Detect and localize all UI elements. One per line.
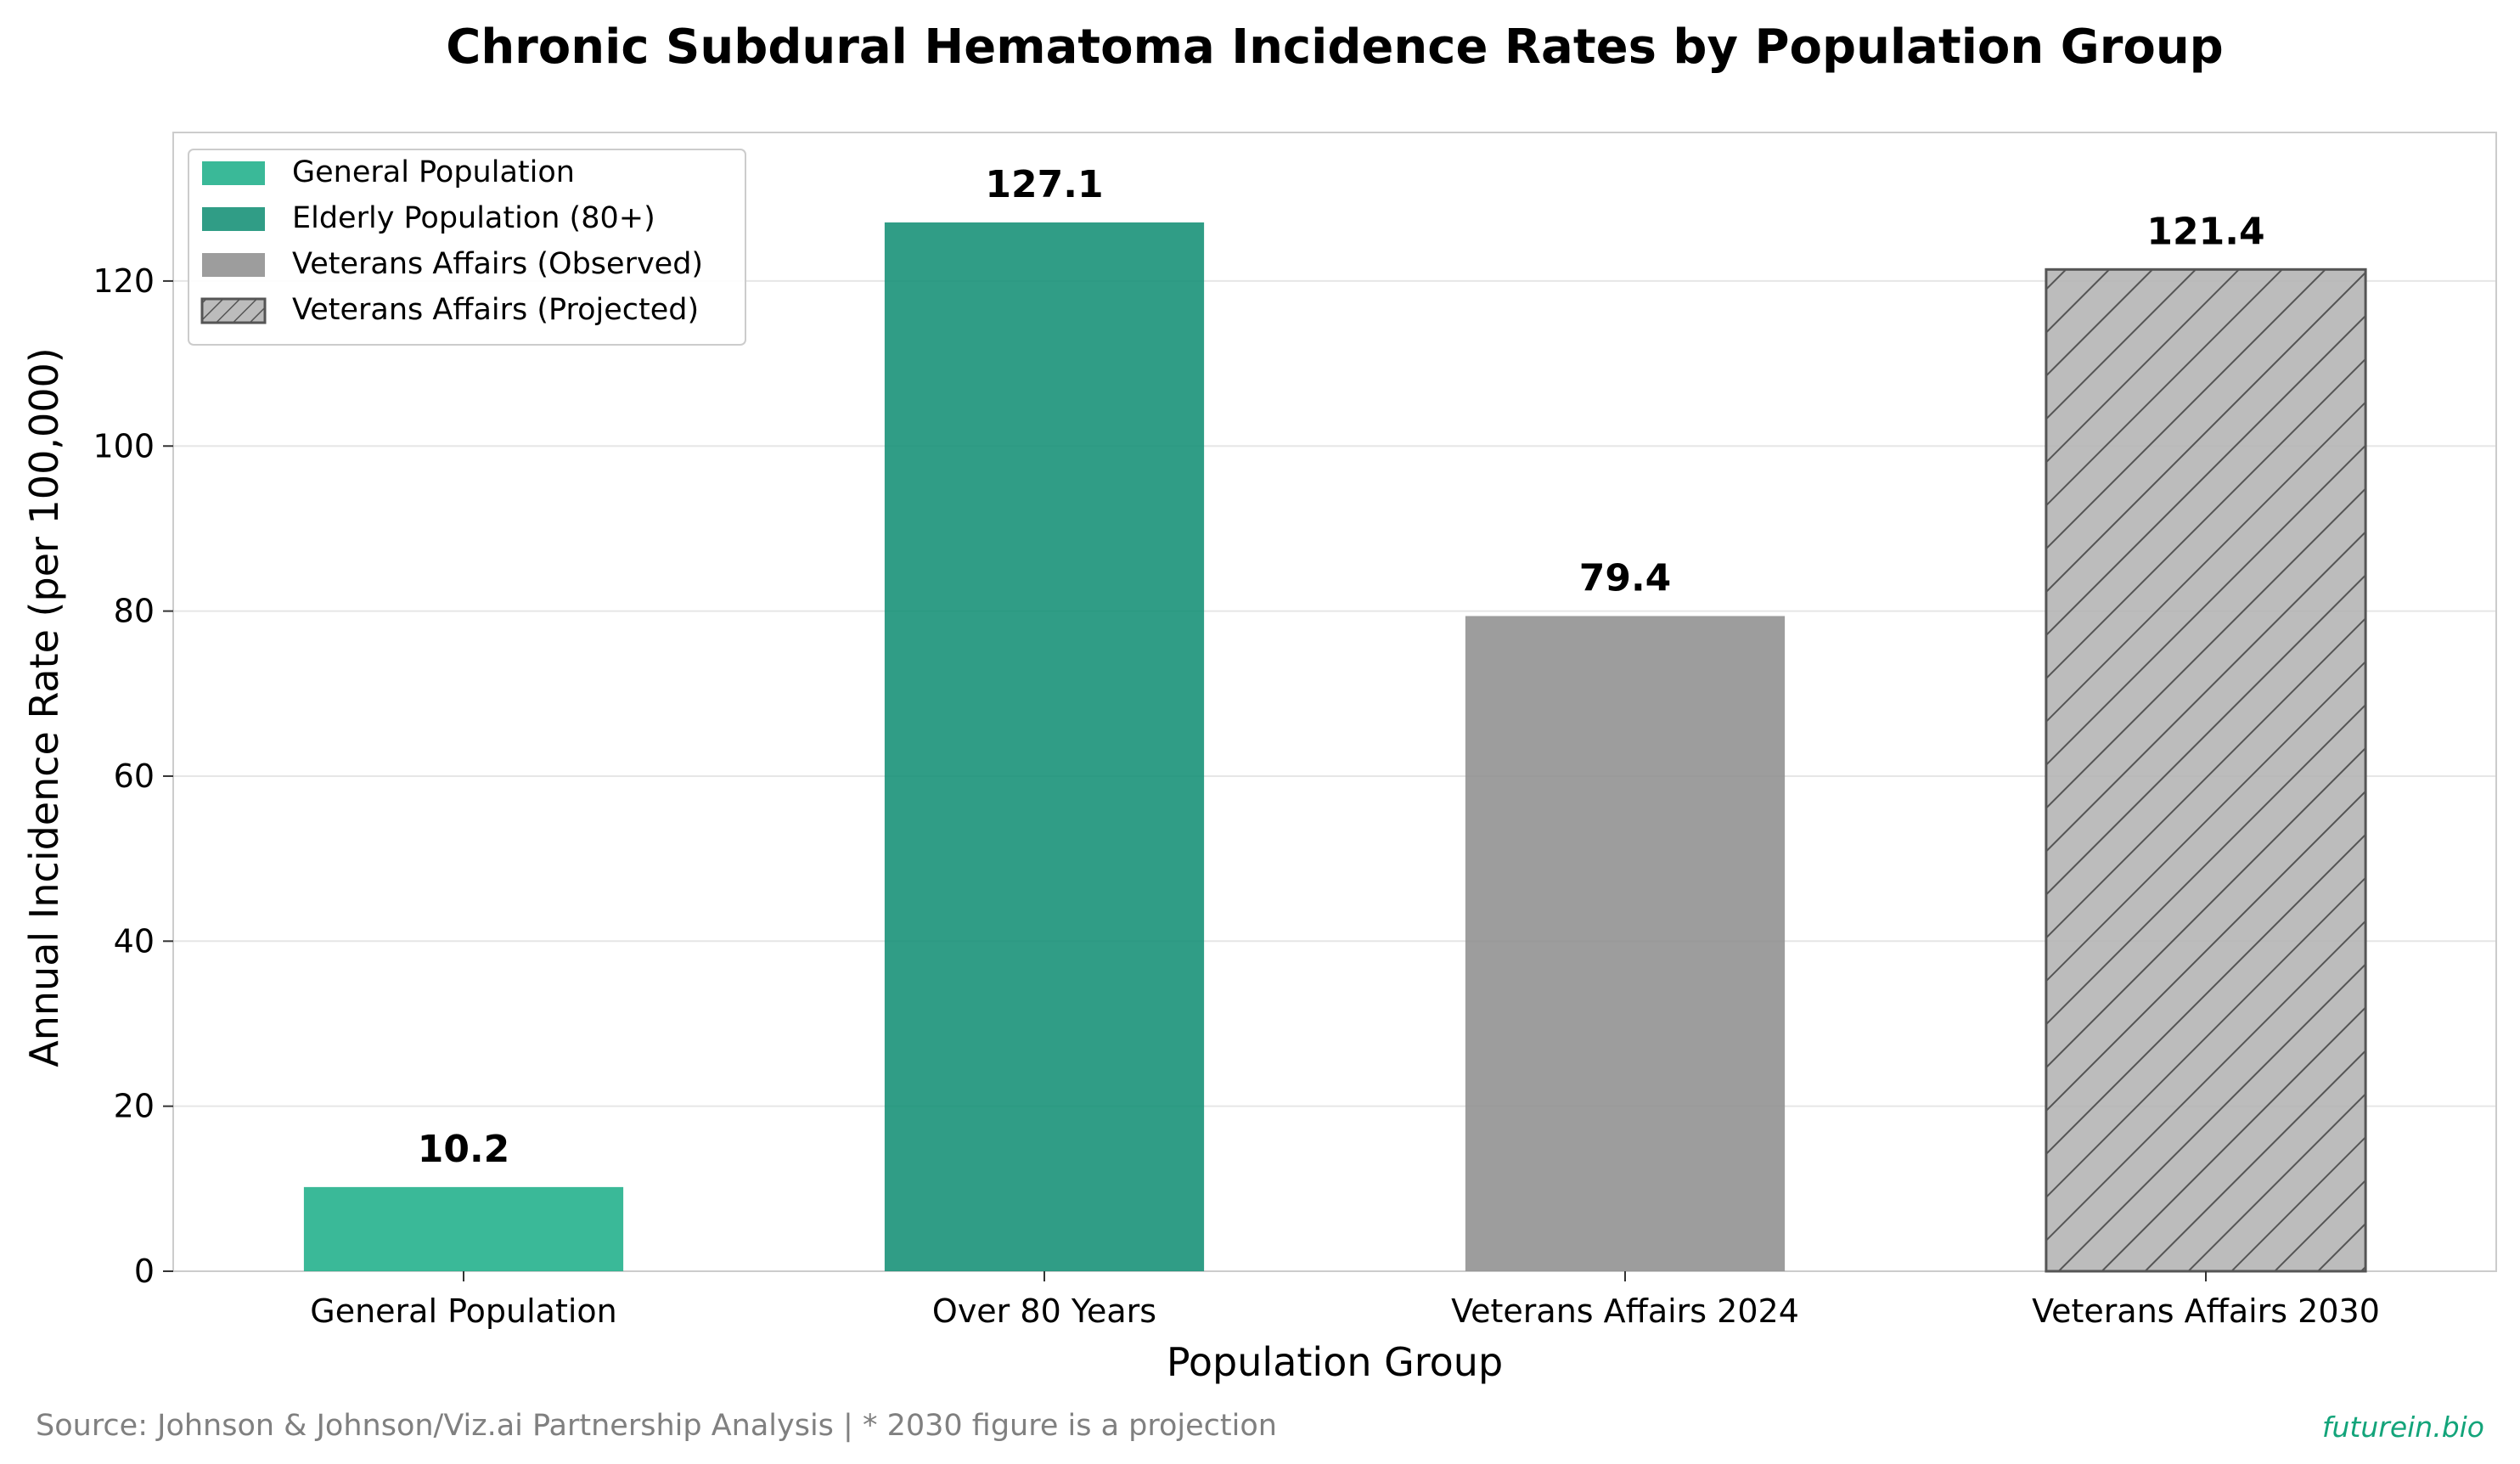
legend-swatch bbox=[202, 253, 265, 277]
bar bbox=[1465, 616, 1786, 1271]
y-tick-label: 40 bbox=[114, 922, 155, 960]
x-axis: General Population Over 80 Years Veterans … bbox=[310, 1271, 2380, 1330]
bars bbox=[303, 222, 2367, 1273]
legend-label: Veterans Affairs (Projected) bbox=[292, 293, 699, 327]
y-tick-label: 120 bbox=[93, 262, 155, 300]
y-tick-label: 80 bbox=[114, 593, 155, 630]
bar bbox=[884, 222, 1205, 1271]
y-tick-label: 60 bbox=[114, 757, 155, 795]
chart-title: Chronic Subdural Hematoma Incidence Rate… bbox=[446, 20, 2224, 75]
y-tick-label: 20 bbox=[114, 1088, 155, 1125]
legend-label: Veterans Affairs (Observed) bbox=[292, 247, 703, 281]
x-tick-label: Veterans Affairs 2030 bbox=[2032, 1292, 2380, 1330]
y-axis-label: Annual Incidence Rate (per 100,000) bbox=[21, 347, 67, 1067]
x-tick-label: Over 80 Years bbox=[932, 1292, 1156, 1330]
legend-swatch bbox=[202, 207, 265, 231]
bar-value-label: 121.4 bbox=[2146, 210, 2264, 253]
bar-value-label: 127.1 bbox=[985, 163, 1103, 206]
bar-value-labels: 10.2 127.1 79.4 121.4 bbox=[418, 163, 2265, 1171]
plot-area bbox=[172, 132, 2497, 1272]
y-tick-label: 100 bbox=[93, 427, 155, 465]
y-axis: 0 20 40 60 80 100 120 bbox=[93, 262, 173, 1290]
x-tick-label: General Population bbox=[310, 1292, 616, 1330]
bar-hatch bbox=[2045, 267, 2367, 1273]
bar-value-label: 79.4 bbox=[1579, 556, 1672, 600]
x-tick-label: Veterans Affairs 2024 bbox=[1451, 1292, 1799, 1330]
bar-value-label: 10.2 bbox=[418, 1128, 510, 1171]
legend-label: General Population bbox=[292, 155, 575, 189]
source-note: Source: Johnson & Johnson/Viz.ai Partner… bbox=[36, 1409, 1277, 1443]
x-axis-label: Population Group bbox=[1167, 1339, 1503, 1385]
legend: General Population Elderly Population (80… bbox=[188, 149, 746, 346]
legend-label: Elderly Population (80+) bbox=[292, 201, 655, 235]
legend-swatch-hatch bbox=[200, 297, 267, 324]
legend-frame bbox=[188, 149, 746, 346]
brand-label: futurein.bio bbox=[2322, 1411, 2484, 1444]
y-tick-label: 0 bbox=[134, 1253, 155, 1290]
legend-swatch bbox=[202, 161, 265, 185]
bar bbox=[303, 1186, 624, 1271]
